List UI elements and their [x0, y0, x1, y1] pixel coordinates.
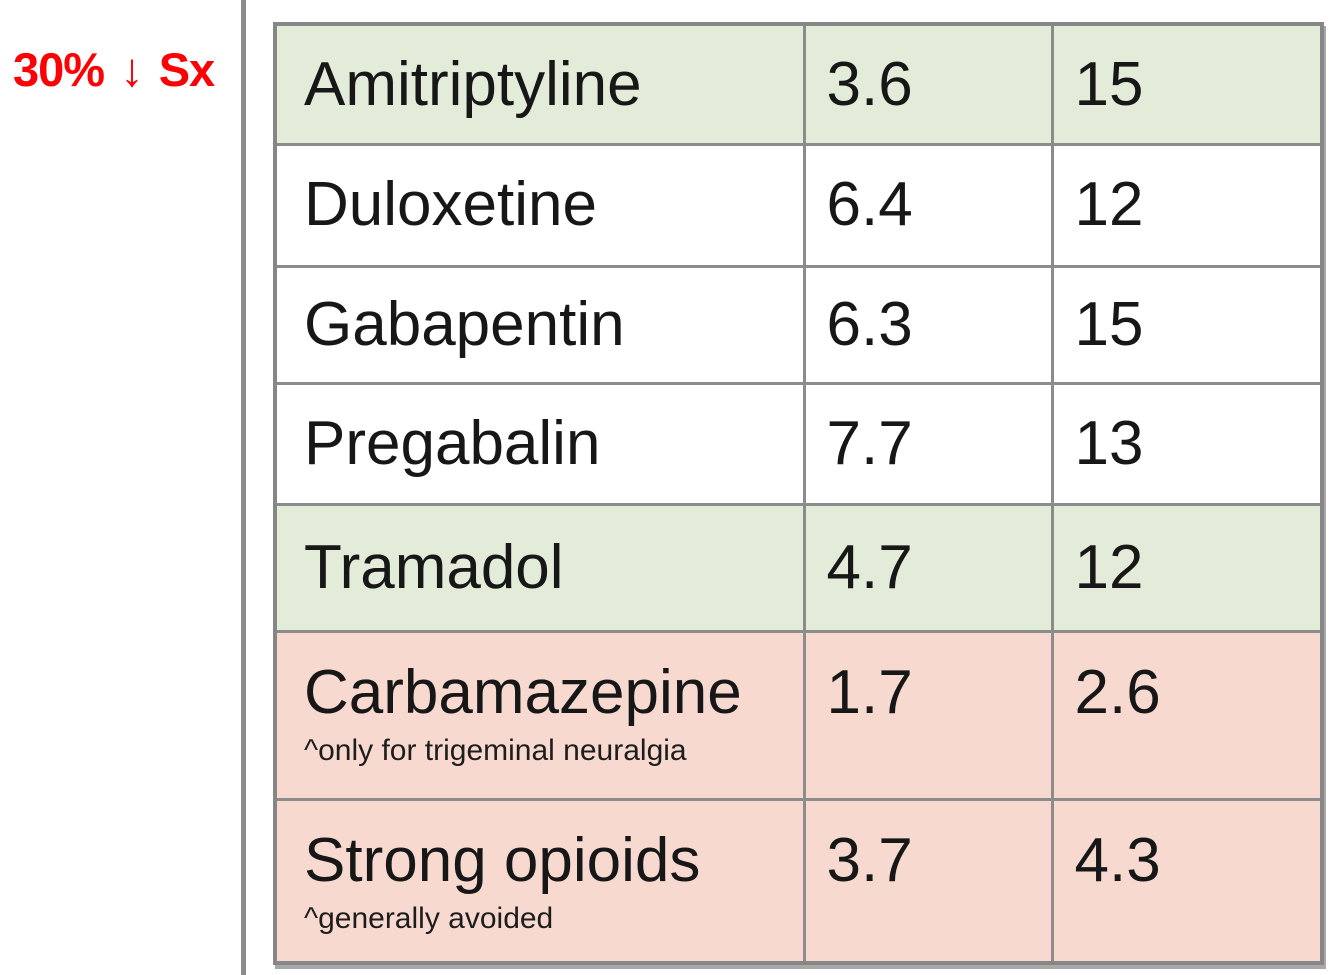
drug-name: Amitriptyline — [304, 49, 642, 119]
drug-name: Duloxetine — [304, 170, 597, 240]
vertical-divider — [241, 0, 246, 975]
drug-name: Strong opioids — [304, 825, 701, 895]
value-cell: 13 — [1050, 381, 1324, 506]
value-cell: 12 — [1050, 142, 1324, 268]
drug-footnote: ^only for trigeminal neuralgia — [304, 733, 687, 767]
drug-name: Carbamazepine — [304, 657, 742, 727]
value-cell: 4.3 — [1050, 797, 1324, 965]
drug-name-cell: Tramadol — [273, 502, 806, 633]
reduction-annotation: 30% ↓ Sx — [13, 43, 215, 96]
drug-name-cell: Pregabalin — [273, 381, 806, 506]
drug-name-cell: Gabapentin — [273, 264, 806, 385]
value-cell: 15 — [1050, 22, 1324, 146]
drug-name: Pregabalin — [304, 408, 601, 478]
reduction-percent-text: 30% — [13, 43, 105, 96]
value-cell: 12 — [1050, 502, 1324, 633]
table-row: Duloxetine 6.4 12 — [273, 142, 1324, 268]
value-cell: 3.6 — [802, 22, 1054, 146]
value-cell: 3.7 — [802, 797, 1054, 965]
medication-table: Amitriptyline 3.6 15 Duloxetine 6.4 12 G… — [273, 22, 1324, 965]
value-cell: 6.3 — [802, 264, 1054, 385]
table-row: Tramadol 4.7 12 — [273, 502, 1324, 633]
value-cell: 2.6 — [1050, 629, 1324, 801]
drug-name-cell: Duloxetine — [273, 142, 806, 268]
drug-footnote: ^generally avoided — [304, 901, 554, 935]
drug-name-cell: Strong opioids ^generally avoided — [273, 797, 806, 965]
down-arrow-icon: ↓ — [120, 43, 143, 96]
value-cell: 7.7 — [802, 381, 1054, 506]
table-row: Pregabalin 7.7 13 — [273, 381, 1324, 506]
drug-name-cell: Carbamazepine ^only for trigeminal neura… — [273, 629, 806, 801]
drug-name: Gabapentin — [304, 289, 625, 359]
value-cell: 6.4 — [802, 142, 1054, 268]
table-row: Strong opioids ^generally avoided 3.7 4.… — [273, 797, 1324, 965]
drug-name: Tramadol — [304, 532, 564, 602]
value-cell: 15 — [1050, 264, 1324, 385]
drug-name-cell: Amitriptyline — [273, 22, 806, 146]
value-cell: 4.7 — [802, 502, 1054, 633]
value-cell: 1.7 — [802, 629, 1054, 801]
reduction-suffix-text: Sx — [158, 43, 215, 96]
table-row: Amitriptyline 3.6 15 — [273, 22, 1324, 146]
table-row: Carbamazepine ^only for trigeminal neura… — [273, 629, 1324, 801]
table-row: Gabapentin 6.3 15 — [273, 264, 1324, 385]
